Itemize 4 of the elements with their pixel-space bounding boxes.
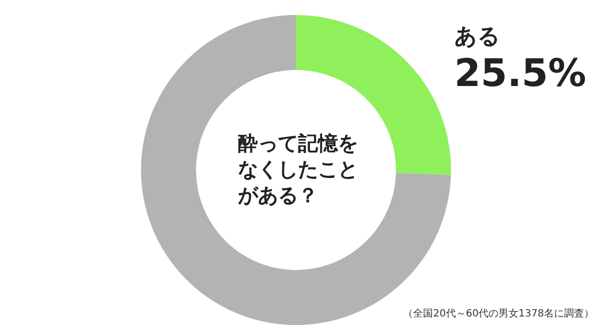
- text: 酔って記憶をなくしたことがある？: [237, 131, 358, 207]
- slice-label: ある: [454, 24, 500, 50]
- text: （全国20代～60代の男女1378名に調査）: [403, 308, 594, 320]
- data-label: 25.5%: [454, 51, 586, 96]
